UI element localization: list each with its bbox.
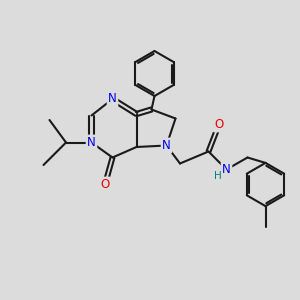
Text: N: N bbox=[162, 139, 171, 152]
Text: N: N bbox=[222, 163, 231, 176]
Text: N: N bbox=[87, 136, 96, 149]
Text: O: O bbox=[100, 178, 109, 191]
Text: O: O bbox=[214, 118, 224, 131]
Text: N: N bbox=[108, 92, 117, 106]
Text: H: H bbox=[214, 171, 222, 181]
